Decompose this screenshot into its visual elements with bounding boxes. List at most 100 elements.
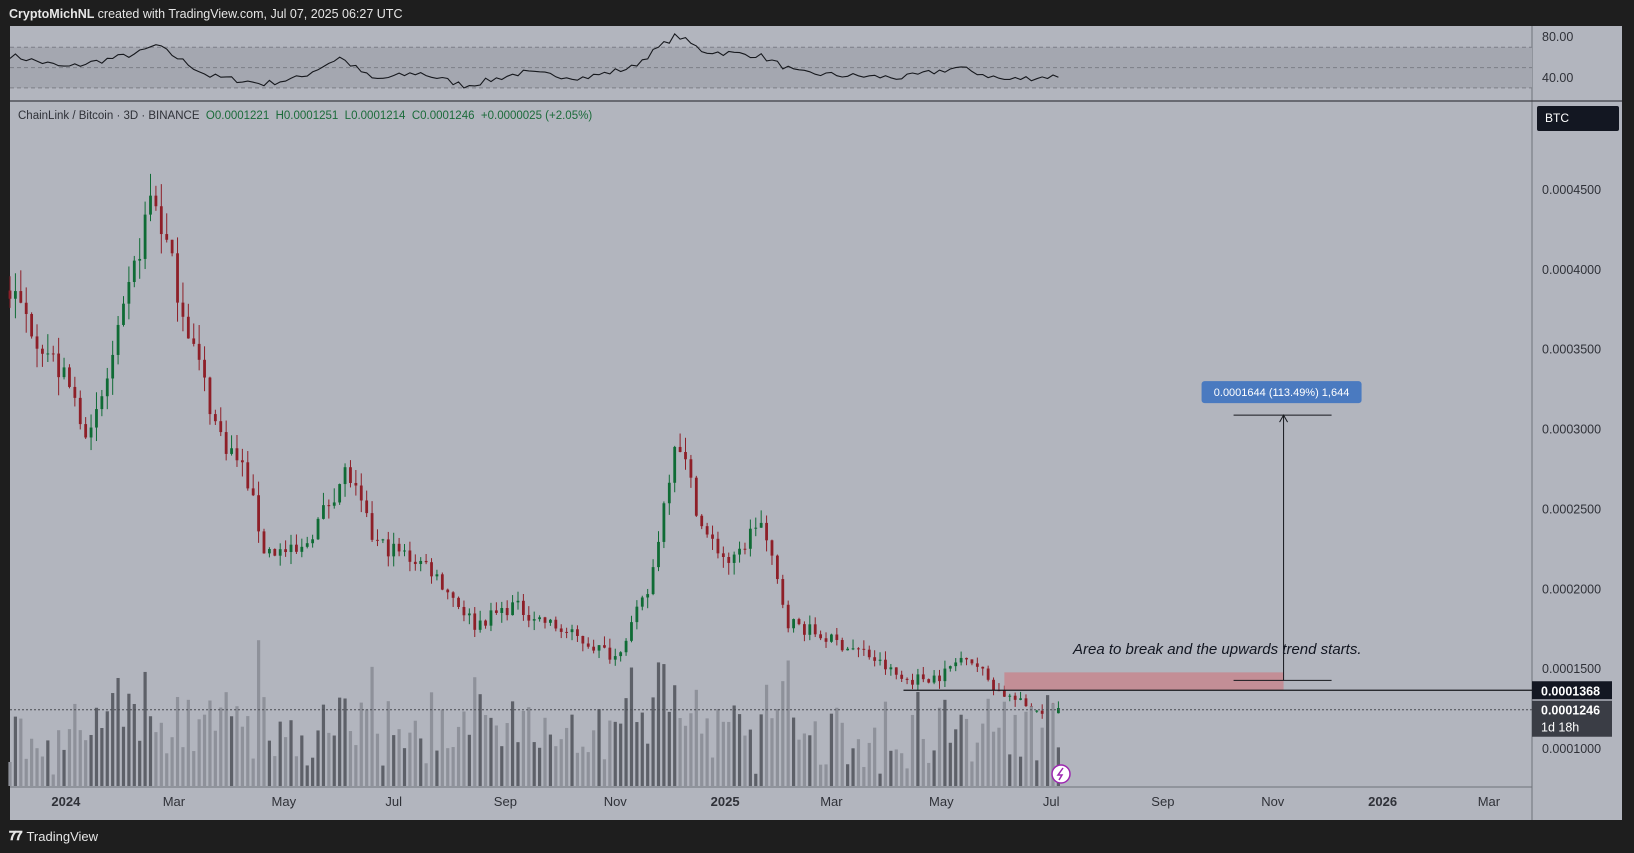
volume-bar [78,730,82,786]
volume-bar [651,697,655,786]
candle-body [473,613,477,630]
candle-body [57,353,61,378]
candle-body [8,290,12,299]
candle-body [41,348,44,354]
candle-body [824,638,828,642]
candle-body [597,645,601,651]
candle-body [738,548,741,555]
candle-body [95,409,98,428]
last-price-marker [1532,700,1612,737]
volume-bar [759,714,763,786]
candle-body [1056,708,1060,714]
volume-bar [192,751,196,786]
volume-bar [440,709,444,786]
volume-bar [94,707,99,786]
candle-body [122,303,125,325]
volume-bar [797,739,801,786]
candle-body [381,539,385,541]
volume-bar [808,735,812,786]
candle-body [862,648,866,650]
volume-bar [829,713,834,786]
candle-body [905,678,909,680]
volume-bar [521,710,525,786]
candle-body [500,608,504,613]
volume-bar [121,726,126,786]
volume-bar [1024,711,1028,786]
volume-bar [575,752,580,786]
candle-body [1040,710,1044,714]
volume-bar [343,698,347,786]
volume-bar [565,727,569,786]
volume-bar [900,753,904,786]
candle-body [100,396,104,410]
volume-bar [73,703,77,786]
candle-body [916,674,920,685]
volume-bar [327,732,331,786]
candle-body [527,614,531,621]
candle-body [278,549,282,556]
volume-bar [754,773,758,786]
candle-body [786,604,790,629]
volume-bar [170,737,174,786]
time-axis-label: May [929,794,954,809]
rsi-axis-label: 40.00 [1542,71,1573,85]
price-axis-label: 0.0004000 [1542,263,1601,277]
volume-bar [456,726,461,786]
candle-body [640,597,644,607]
candle-body [35,336,39,349]
volume-bar [165,753,169,786]
currency-button[interactable]: BTC [1537,106,1619,131]
volume-bar [840,722,844,786]
volume-bar [500,746,504,786]
candle-body [797,619,801,625]
candle-body [678,446,682,453]
volume-bar [883,701,888,786]
candle-body [322,505,325,519]
volume-bar [889,750,893,786]
volume-bar [1051,703,1055,786]
volume-bar [581,746,585,786]
volume-bar [964,718,969,786]
volume-bar [159,722,163,786]
candle-body [1019,698,1022,700]
candle-body [14,291,17,299]
price-axis-label: 0.0002000 [1542,582,1601,596]
candle-body [743,548,747,550]
candle-body [878,659,882,661]
candle-body [386,539,390,557]
volume-bar [1018,756,1023,786]
volume-bar [278,721,282,786]
volume-bar [1045,695,1050,786]
volume-bar [284,737,288,786]
volume-bar [932,750,936,786]
candle-body [149,195,152,215]
candle-body [808,624,812,635]
time-axis-label: Nov [604,794,628,809]
candle-body [132,260,136,282]
candle-body [608,647,612,660]
volume-bar [370,666,374,786]
candle-body [813,624,817,635]
candle-body [181,302,185,317]
candle-body [224,432,228,454]
volume-bar [67,729,72,786]
candle-body [305,543,309,547]
volume-bar [235,706,239,786]
volume-bar [251,758,255,786]
volume-bar [62,749,66,786]
volume-bar [111,693,115,786]
volume-bars [8,640,1060,786]
candle-body [170,239,174,254]
volume-bar [646,743,650,786]
candle-body [246,462,250,489]
candle-body [846,648,850,651]
candle-body [478,620,482,630]
volume-bar [354,745,358,786]
volume-bar [256,640,261,786]
volume-bar [197,719,201,786]
volume-bar [775,709,779,786]
volume-bar [689,713,693,786]
volume-bar [386,701,390,786]
volume-bar [748,729,752,786]
